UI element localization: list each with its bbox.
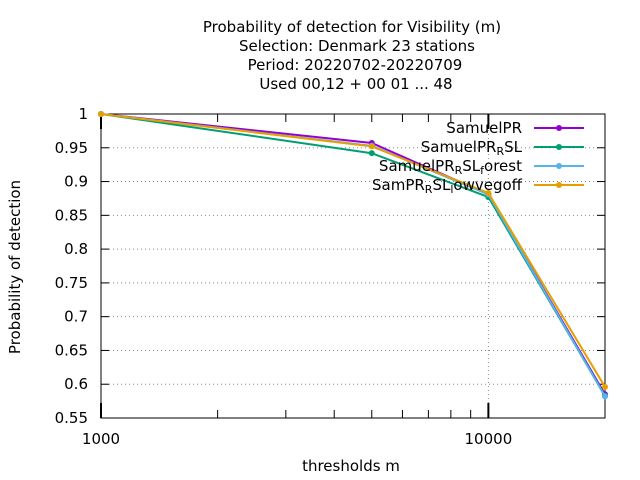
series-line-4 xyxy=(100,113,606,388)
x-tick-label: 1000 xyxy=(82,430,120,448)
series-line-3 xyxy=(100,113,606,397)
data-point xyxy=(98,111,104,117)
grid xyxy=(101,114,605,418)
y-tick-label: 1 xyxy=(78,105,88,123)
x-axis-label: thresholds m xyxy=(302,457,400,475)
x-tick-label: 10000 xyxy=(465,430,513,448)
series-line-1 xyxy=(100,113,606,395)
data-point xyxy=(368,143,375,150)
legend: SamuelPRSamuelPRRSLSamuelPRRSLforestSamP… xyxy=(372,119,584,196)
chart-title: Probability of detection for Visibility … xyxy=(203,18,501,93)
y-tick-label: 0.95 xyxy=(55,139,88,157)
y-axis-label: Probability of detection xyxy=(6,180,24,354)
legend-marker xyxy=(556,182,562,188)
title-line-1: Probability of detection for Visibility … xyxy=(203,18,501,36)
legend-label: SamPRRSLlowvegoff xyxy=(372,176,523,196)
y-tick-label: 0.75 xyxy=(55,274,88,292)
legend-label: SamuelPR xyxy=(446,119,522,137)
legend-marker xyxy=(556,125,562,131)
plot-frame xyxy=(100,113,606,419)
y-tick-label: 0.8 xyxy=(64,240,88,258)
data-point xyxy=(368,150,375,157)
y-tick-label: 0.6 xyxy=(64,375,88,393)
title-line-3: Period: 20220702-20220709 xyxy=(248,56,463,74)
y-tick-label: 0.9 xyxy=(64,173,88,191)
y-tick-label: 0.85 xyxy=(55,206,88,224)
legend-marker xyxy=(556,163,562,169)
y-tick-label: 0.65 xyxy=(55,341,88,359)
data-point xyxy=(602,383,608,390)
legend-label: SamuelPRRSL xyxy=(421,138,523,158)
data-point xyxy=(602,393,608,400)
legend-label: SamuelPRRSLforest xyxy=(379,157,522,177)
title-line-4: Used 00,12 + 00 01 ... 48 xyxy=(259,75,452,93)
title-line-2: Selection: Denmark 23 stations xyxy=(239,37,475,55)
y-tick-label: 0.55 xyxy=(55,409,88,427)
y-tick-label: 0.7 xyxy=(64,308,88,326)
series-lines xyxy=(98,111,608,400)
data-point xyxy=(485,190,492,197)
legend-marker xyxy=(556,144,562,150)
series-line-2 xyxy=(100,113,606,397)
y-axis-ticks: 0.55 0.6 0.65 0.7 0.75 0.8 0.85 0.9 0.95 1 xyxy=(55,105,605,427)
